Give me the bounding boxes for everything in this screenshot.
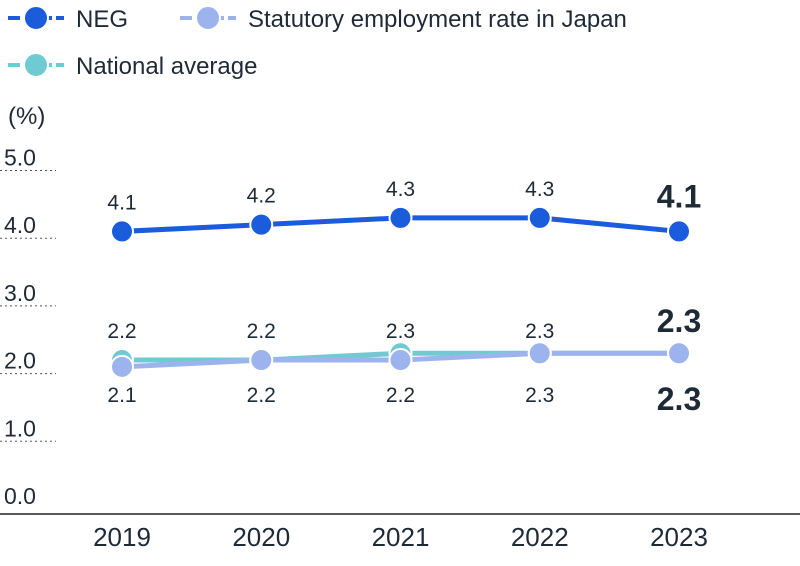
data-point-s1-3 bbox=[527, 341, 552, 366]
x-tick-label: 2020 bbox=[232, 522, 290, 552]
legend-label-2: National average bbox=[76, 53, 257, 80]
data-label-neg: 4.1 bbox=[657, 178, 701, 214]
y-axis-ticks: 0.0 1.0 2.0 3.0 4.0 5.0 bbox=[4, 145, 36, 510]
legend: NEG Statutory employment rate in Japan Nat… bbox=[8, 5, 627, 80]
data-point-s0-3 bbox=[527, 205, 552, 230]
data-label-national: 2.2 bbox=[107, 320, 136, 343]
x-tick-label: 2019 bbox=[93, 522, 151, 552]
legend-label-1: Statutory employment rate in Japan bbox=[248, 6, 627, 33]
data-point-s1-4 bbox=[667, 341, 691, 366]
data-label-neg: 4.3 bbox=[386, 178, 415, 201]
x-tick-label: 2022 bbox=[511, 522, 569, 552]
data-label-neg: 4.1 bbox=[107, 191, 136, 214]
y-tick-label: 4.0 bbox=[4, 212, 36, 238]
y-tick-label: 1.0 bbox=[4, 415, 36, 441]
x-tick-label: 2023 bbox=[650, 522, 708, 552]
data-label-national: 2.2 bbox=[247, 320, 276, 343]
x-tick-label: 2021 bbox=[372, 522, 430, 552]
data-label-national: 2.3 bbox=[386, 320, 415, 343]
data-point-s0-2 bbox=[388, 205, 413, 230]
data-label-national: 2.3 bbox=[525, 320, 554, 343]
y-unit-label: (%) bbox=[8, 103, 45, 130]
data-label-statutory: 2.3 bbox=[525, 384, 554, 407]
legend-marker-1 bbox=[195, 5, 221, 31]
data-label-neg: 4.3 bbox=[525, 178, 554, 201]
data-labels: 4.1 4.2 4.3 4.3 4.1 2.2 2.2 2.3 2.3 2.3 2.1 2.2 2.2 2… bbox=[107, 178, 701, 417]
gridlines bbox=[0, 170, 56, 442]
data-label-statutory: 2.2 bbox=[247, 384, 276, 407]
series-points bbox=[110, 205, 691, 379]
y-tick-label: 2.0 bbox=[4, 348, 36, 374]
data-point-s1-1 bbox=[249, 348, 274, 373]
legend-label-0: NEG bbox=[76, 6, 128, 33]
data-label-neg: 4.2 bbox=[247, 185, 276, 208]
data-label-national: 2.3 bbox=[657, 303, 701, 339]
data-label-statutory: 2.2 bbox=[386, 384, 415, 407]
data-point-s1-0 bbox=[110, 354, 134, 379]
legend-marker-2 bbox=[23, 52, 49, 78]
y-tick-label: 5.0 bbox=[4, 145, 36, 171]
data-label-statutory: 2.1 bbox=[107, 384, 136, 407]
x-axis-ticks: 2019 2020 2021 2022 2023 bbox=[93, 522, 708, 552]
legend-marker-0 bbox=[23, 5, 49, 31]
data-label-statutory: 2.3 bbox=[657, 381, 701, 417]
data-point-s0-1 bbox=[249, 212, 274, 237]
data-point-s0-4 bbox=[667, 219, 691, 244]
data-point-s0-0 bbox=[110, 219, 134, 244]
y-tick-label: 0.0 bbox=[4, 483, 36, 509]
y-tick-label: 3.0 bbox=[4, 280, 36, 306]
data-point-s1-2 bbox=[388, 348, 413, 373]
